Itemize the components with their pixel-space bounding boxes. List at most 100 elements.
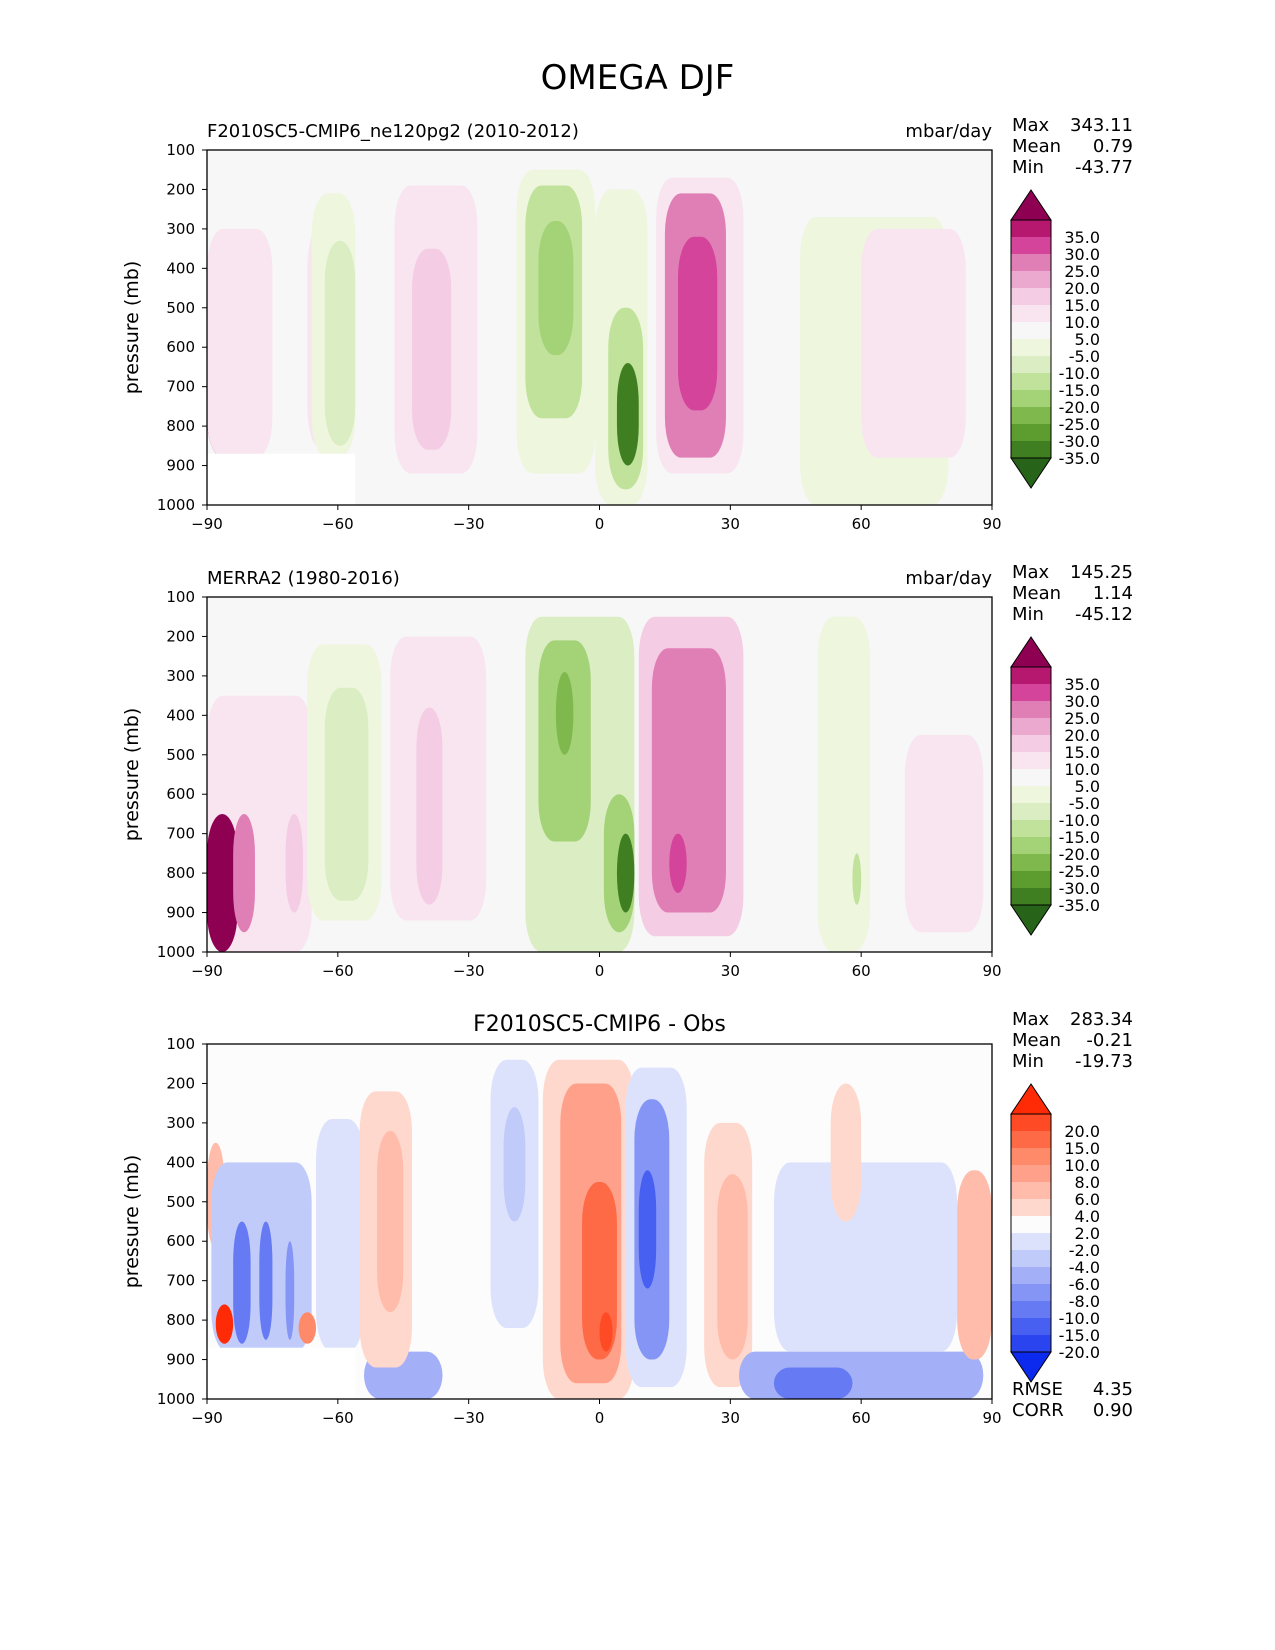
colorbar-segment	[1011, 288, 1051, 305]
colorbar-label: -10.0	[1059, 811, 1100, 830]
y-tick-label: 100	[166, 1035, 195, 1053]
contour-region	[207, 813, 238, 952]
colorbar-segment	[1011, 322, 1051, 339]
contour-region	[616, 833, 635, 913]
x-tick-label: −90	[191, 515, 223, 533]
y-tick-label: 400	[166, 706, 195, 724]
x-tick-label: −90	[191, 962, 223, 980]
terrain-mask	[207, 1347, 356, 1399]
colorbar-segment	[1011, 373, 1051, 390]
colorbar-label: 20.0	[1064, 279, 1100, 298]
panel-units: mbar/day	[905, 121, 992, 142]
x-tick-label: 90	[982, 962, 1001, 980]
colorbar-segment	[1011, 1165, 1051, 1182]
colorbar-label: -25.0	[1059, 862, 1100, 881]
colorbar-segment	[1011, 684, 1051, 701]
colorbar-segment	[1011, 237, 1051, 254]
contour-region	[773, 1162, 958, 1352]
x-tick-label: 0	[595, 515, 605, 533]
y-tick-label: 300	[166, 667, 195, 685]
colorbar-label: -15.0	[1059, 1326, 1100, 1345]
y-tick-label: 600	[166, 785, 195, 803]
contour-region	[678, 236, 718, 411]
y-axis-label: pressure (mb)	[121, 261, 143, 395]
colorbar-label: -15.0	[1059, 828, 1100, 847]
y-tick-label: 300	[166, 1114, 195, 1132]
stat-value: 1.14	[1093, 583, 1133, 604]
stat-value: 145.25	[1070, 562, 1133, 583]
panel-left-title: F2010SC5-CMIP6_ne120pg2 (2010-2012)	[207, 121, 579, 142]
colorbar-segment	[1011, 254, 1051, 271]
colorbar-segment	[1011, 1216, 1051, 1233]
colorbar-extend-min	[1010, 1351, 1052, 1383]
x-tick-label: 0	[595, 962, 605, 980]
colorbar-segment	[1011, 837, 1051, 854]
y-tick-label: 100	[166, 588, 195, 606]
colorbar-label: -5.0	[1069, 347, 1100, 366]
y-tick-label: 200	[166, 180, 195, 198]
x-tick-label: 30	[721, 1409, 740, 1427]
contour-layer	[207, 169, 966, 505]
stat-label: Mean	[1012, 583, 1061, 604]
y-tick-label: 700	[166, 1272, 195, 1290]
colorbar-label: 4.0	[1075, 1207, 1100, 1226]
x-tick-label: −60	[322, 515, 354, 533]
y-axis-label: pressure (mb)	[121, 1155, 143, 1289]
stat-label: Min	[1012, 604, 1044, 625]
contour-region	[555, 671, 574, 755]
colorbar-segment	[1011, 854, 1051, 871]
colorbar-segment	[1011, 701, 1051, 718]
contour-layer	[207, 1059, 992, 1399]
colorbar-label: 30.0	[1064, 692, 1100, 711]
colorbar-label: -10.0	[1059, 364, 1100, 383]
contour-region	[651, 648, 726, 913]
stat-label: Mean	[1012, 136, 1061, 157]
contour-region	[377, 1130, 404, 1313]
colorbar-label: 20.0	[1064, 726, 1100, 745]
colorbar-label: -20.0	[1059, 398, 1100, 417]
contour-region	[259, 1221, 273, 1340]
colorbar-label: 10.0	[1064, 760, 1100, 779]
colorbar-label: 2.0	[1075, 1224, 1100, 1243]
contour-region	[207, 228, 273, 458]
contour-region	[957, 1170, 992, 1360]
x-tick-label: 60	[852, 1409, 871, 1427]
contour-region	[538, 221, 574, 356]
colorbar-segment	[1011, 1301, 1051, 1318]
stat-value: 4.35	[1093, 1379, 1133, 1400]
y-tick-label: 1000	[157, 943, 195, 961]
x-tick-label: 0	[595, 1409, 605, 1427]
contour-region	[324, 240, 356, 446]
x-tick-label: −90	[191, 1409, 223, 1427]
colorbar-label: -20.0	[1059, 1343, 1100, 1362]
colorbar-label: 6.0	[1075, 1190, 1100, 1209]
y-tick-label: 500	[166, 746, 195, 764]
colorbar-label: -30.0	[1059, 879, 1100, 898]
colorbar-segment	[1011, 407, 1051, 424]
y-tick-label: 300	[166, 220, 195, 238]
colorbar-segment	[1011, 803, 1051, 820]
colorbar-segment	[1011, 1182, 1051, 1199]
colorbar-label: 25.0	[1064, 262, 1100, 281]
colorbar-label: -5.0	[1069, 794, 1100, 813]
colorbar-label: 8.0	[1075, 1173, 1100, 1192]
colorbar-segment	[1011, 752, 1051, 769]
x-tick-label: −60	[322, 1409, 354, 1427]
contour-region	[416, 707, 443, 905]
colorbar-label: -2.0	[1069, 1241, 1100, 1260]
colorbar-segment	[1011, 441, 1051, 458]
colorbar-segment	[1011, 888, 1051, 905]
colorbar-label: 30.0	[1064, 245, 1100, 264]
x-tick-label: −30	[453, 962, 485, 980]
colorbar-segment	[1011, 1114, 1051, 1131]
y-tick-label: 1000	[157, 1390, 195, 1408]
contour-region	[411, 248, 452, 450]
contour-region	[669, 833, 687, 893]
colorbar-label: -6.0	[1069, 1275, 1100, 1294]
stat-label: Mean	[1012, 1030, 1061, 1051]
x-tick-label: −30	[453, 515, 485, 533]
y-tick-label: 800	[166, 417, 195, 435]
y-tick-label: 200	[166, 627, 195, 645]
